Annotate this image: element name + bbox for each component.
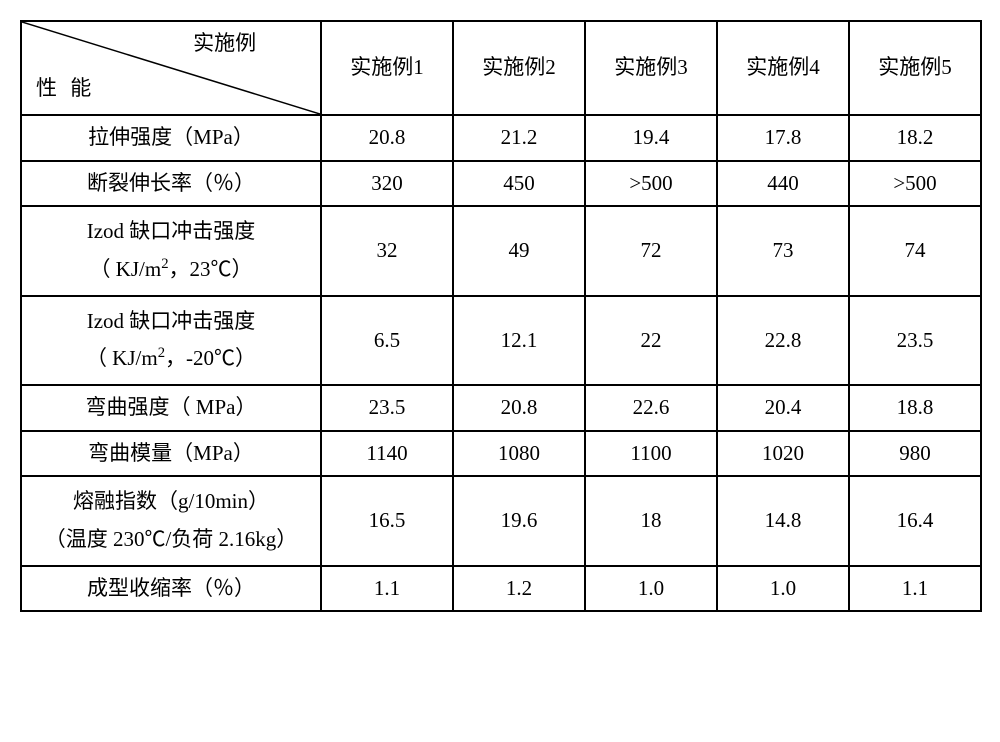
cell-value: 1.2 <box>453 566 585 612</box>
cell-value: 18 <box>585 476 717 566</box>
cell-value: 450 <box>453 161 585 207</box>
cell-value: >500 <box>849 161 981 207</box>
cell-value: 74 <box>849 206 981 296</box>
cell-value: 73 <box>717 206 849 296</box>
cell-value: 21.2 <box>453 115 585 161</box>
table-body: 拉伸强度（MPa）20.821.219.417.818.2断裂伸长率（％）320… <box>21 115 981 611</box>
cell-value: 12.1 <box>453 296 585 386</box>
col-header: 实施例4 <box>717 21 849 115</box>
cell-value: 22 <box>585 296 717 386</box>
cell-value: 20.4 <box>717 385 849 431</box>
table-row: 弯曲强度（ MPa）23.520.822.620.418.8 <box>21 385 981 431</box>
header-row: 实施例 性 能 实施例1 实施例2 实施例3 实施例4 实施例5 <box>21 21 981 115</box>
cell-value: 1140 <box>321 431 453 477</box>
row-label: 弯曲强度（ MPa） <box>21 385 321 431</box>
row-label: 断裂伸长率（％） <box>21 161 321 207</box>
cell-value: >500 <box>585 161 717 207</box>
cell-value: 1080 <box>453 431 585 477</box>
row-label: 拉伸强度（MPa） <box>21 115 321 161</box>
table-row: 成型收缩率（％）1.11.21.01.01.1 <box>21 566 981 612</box>
table-row: 熔融指数（g/10min）（温度 230℃/负荷 2.16kg）16.519.6… <box>21 476 981 566</box>
cell-value: 17.8 <box>717 115 849 161</box>
row-label: 熔融指数（g/10min）（温度 230℃/负荷 2.16kg） <box>21 476 321 566</box>
diag-top-label: 实施例 <box>141 28 308 60</box>
row-label: Izod 缺口冲击强度（ KJ/m2，-20℃） <box>21 296 321 386</box>
cell-value: 23.5 <box>849 296 981 386</box>
cell-value: 1.0 <box>717 566 849 612</box>
cell-value: 1.1 <box>321 566 453 612</box>
col-header: 实施例3 <box>585 21 717 115</box>
cell-value: 20.8 <box>453 385 585 431</box>
col-header: 实施例2 <box>453 21 585 115</box>
diagonal-header: 实施例 性 能 <box>21 21 321 115</box>
cell-value: 22.6 <box>585 385 717 431</box>
cell-value: 16.5 <box>321 476 453 566</box>
cell-value: 18.2 <box>849 115 981 161</box>
col-header: 实施例5 <box>849 21 981 115</box>
table-row: 弯曲模量（MPa）1140108011001020980 <box>21 431 981 477</box>
cell-value: 19.6 <box>453 476 585 566</box>
diag-bottom-label: 性 能 <box>36 73 95 105</box>
table-row: Izod 缺口冲击强度（ KJ/m2，23℃）3249727374 <box>21 206 981 296</box>
row-label: 弯曲模量（MPa） <box>21 431 321 477</box>
cell-value: 14.8 <box>717 476 849 566</box>
cell-value: 1.0 <box>585 566 717 612</box>
cell-value: 1100 <box>585 431 717 477</box>
cell-value: 49 <box>453 206 585 296</box>
cell-value: 19.4 <box>585 115 717 161</box>
cell-value: 440 <box>717 161 849 207</box>
cell-value: 32 <box>321 206 453 296</box>
col-header: 实施例1 <box>321 21 453 115</box>
cell-value: 72 <box>585 206 717 296</box>
row-label: 成型收缩率（％） <box>21 566 321 612</box>
cell-value: 16.4 <box>849 476 981 566</box>
properties-table: 实施例 性 能 实施例1 实施例2 实施例3 实施例4 实施例5 拉伸强度（MP… <box>20 20 982 612</box>
cell-value: 6.5 <box>321 296 453 386</box>
cell-value: 23.5 <box>321 385 453 431</box>
table-row: Izod 缺口冲击强度（ KJ/m2，-20℃）6.512.12222.823.… <box>21 296 981 386</box>
row-label: Izod 缺口冲击强度（ KJ/m2，23℃） <box>21 206 321 296</box>
cell-value: 18.8 <box>849 385 981 431</box>
table-row: 拉伸强度（MPa）20.821.219.417.818.2 <box>21 115 981 161</box>
cell-value: 20.8 <box>321 115 453 161</box>
cell-value: 320 <box>321 161 453 207</box>
cell-value: 1020 <box>717 431 849 477</box>
cell-value: 1.1 <box>849 566 981 612</box>
cell-value: 980 <box>849 431 981 477</box>
table-row: 断裂伸长率（％）320450>500440>500 <box>21 161 981 207</box>
cell-value: 22.8 <box>717 296 849 386</box>
properties-table-container: 实施例 性 能 实施例1 实施例2 实施例3 实施例4 实施例5 拉伸强度（MP… <box>20 20 980 612</box>
